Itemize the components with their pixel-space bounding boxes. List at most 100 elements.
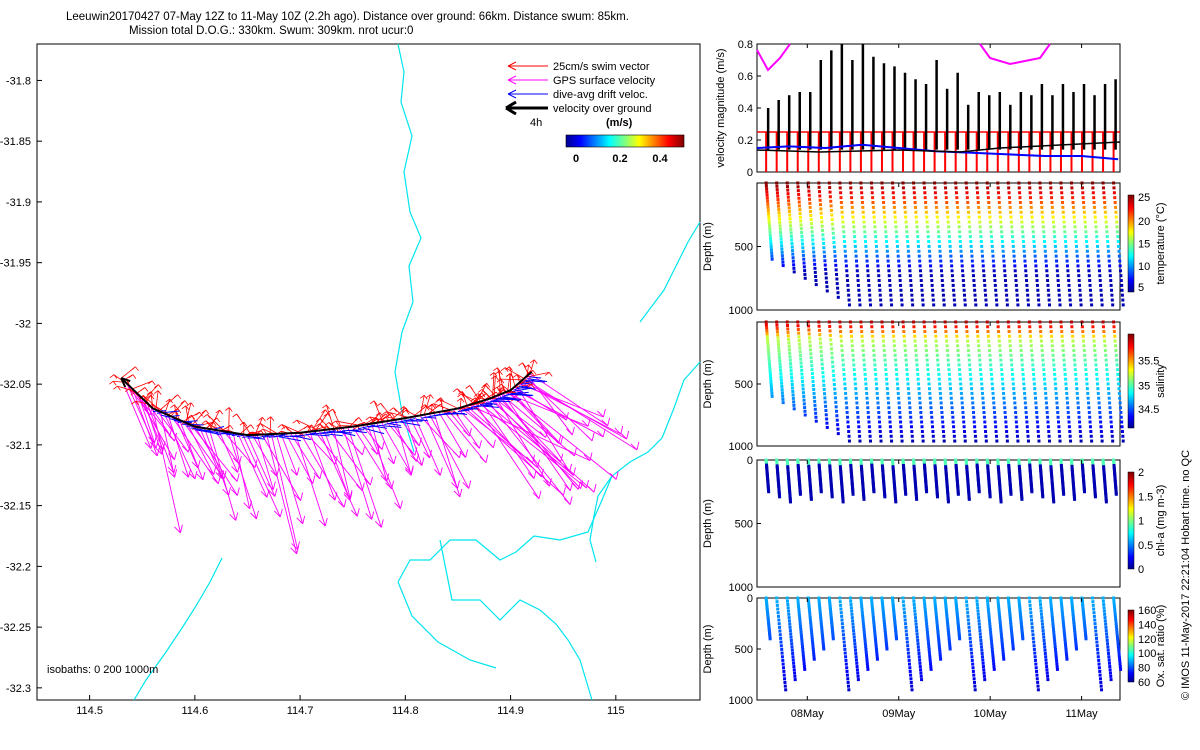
profile-sample — [1079, 298, 1083, 302]
profile-sample — [910, 434, 914, 438]
profile-sample — [958, 240, 962, 244]
profile-sample — [979, 368, 983, 372]
profile-sample — [1018, 191, 1022, 195]
profile-sample — [892, 205, 896, 209]
profile-sample — [992, 662, 996, 666]
profile-sample — [865, 662, 869, 666]
profile-sample — [1007, 330, 1011, 334]
profile-sample — [852, 632, 856, 636]
profile-sample — [908, 269, 912, 273]
profile-sample — [1011, 244, 1015, 248]
profile-sample — [906, 240, 910, 244]
profile-sample — [1006, 596, 1010, 600]
profile-sample — [1016, 434, 1020, 438]
profile-sample — [1063, 235, 1067, 239]
profile-sample — [968, 633, 972, 637]
depth-tick: 500 — [735, 242, 753, 254]
profile-sample — [929, 274, 933, 278]
profile-sample — [915, 220, 919, 224]
profile-sample — [923, 334, 927, 338]
profile-sample — [1103, 483, 1107, 487]
profile-sample — [1117, 254, 1121, 258]
profile-sample — [796, 327, 800, 331]
profile-sample — [799, 633, 803, 637]
profile-sample — [951, 420, 955, 424]
velocity-tick: 0.6 — [738, 71, 753, 83]
profile-sample — [1024, 410, 1028, 414]
profile-sample — [894, 497, 898, 501]
profile-sample — [1060, 606, 1064, 610]
profile-sample — [1083, 363, 1087, 367]
profile-sample — [768, 374, 772, 378]
profile-sample — [994, 298, 998, 302]
profile-sample — [997, 476, 1001, 480]
profile-sample — [1095, 640, 1099, 644]
profile-sample — [944, 468, 948, 472]
profile-sample — [1027, 320, 1031, 324]
profile-sample — [1110, 434, 1114, 438]
profile-sample — [1031, 629, 1035, 633]
profile-sample — [965, 186, 969, 190]
profile-sample — [950, 264, 954, 268]
profile-sample — [982, 274, 986, 278]
profile-sample — [933, 601, 937, 605]
profile-sample — [1084, 632, 1088, 636]
legend-gps-velocity: GPS surface velocity — [553, 75, 656, 87]
profile-sample — [767, 629, 771, 633]
profile-sample — [780, 384, 784, 388]
profile-sample — [1026, 293, 1030, 297]
profile-sample — [807, 463, 811, 467]
profile-sample — [1029, 196, 1033, 200]
profile-sample — [865, 401, 869, 405]
profile-sample — [802, 398, 806, 402]
profile-sample — [872, 625, 876, 629]
profile-sample — [1104, 625, 1108, 629]
profile-sample — [1079, 434, 1083, 438]
profile-sample — [802, 662, 806, 666]
profile-sample — [999, 630, 1003, 634]
profile-sample — [1099, 430, 1103, 434]
profile-sample — [989, 230, 993, 234]
profile-sample — [1108, 274, 1112, 278]
profile-sample — [928, 391, 932, 395]
profile-sample — [776, 611, 780, 615]
profile-sample — [1065, 391, 1069, 395]
profile-sample — [910, 684, 914, 688]
profile-sample — [777, 211, 781, 215]
profile-sample — [769, 385, 773, 389]
profile-sample — [1104, 500, 1108, 504]
profile-sample — [1066, 269, 1070, 273]
profile-sample — [873, 633, 877, 637]
profile-sample — [1031, 636, 1035, 640]
profile-sample — [862, 493, 866, 497]
profile-sample — [778, 355, 782, 359]
profile-sample — [785, 596, 789, 600]
profile-sample — [977, 353, 981, 357]
profile-sample — [965, 471, 969, 475]
profile-sample — [914, 619, 918, 623]
profile-sample — [829, 609, 833, 613]
profile-sample — [999, 493, 1003, 497]
profile-sample — [965, 466, 969, 470]
profile-sample — [1003, 279, 1007, 283]
profile-sample — [820, 633, 824, 637]
profile-sample — [1025, 420, 1029, 424]
profile-sample — [946, 490, 950, 494]
profile-sample — [1073, 497, 1077, 501]
profile-sample — [966, 480, 970, 484]
profile-sample — [1098, 673, 1102, 677]
profile-sample — [861, 488, 865, 492]
profile-sample — [961, 406, 965, 410]
profile-sample — [1059, 186, 1063, 190]
chart-title-line1: Leeuwin20170427 07-May 12Z to 11-May 10Z… — [66, 11, 629, 23]
profile-sample — [840, 614, 844, 618]
profile-sample — [824, 404, 828, 408]
profile-sample — [789, 635, 793, 639]
profile-sample — [870, 191, 874, 195]
profile-sample — [1043, 249, 1047, 253]
profile-sample — [869, 303, 873, 307]
profile-sample — [879, 439, 883, 443]
profile-sample — [924, 349, 928, 353]
profile-sample — [982, 410, 986, 414]
